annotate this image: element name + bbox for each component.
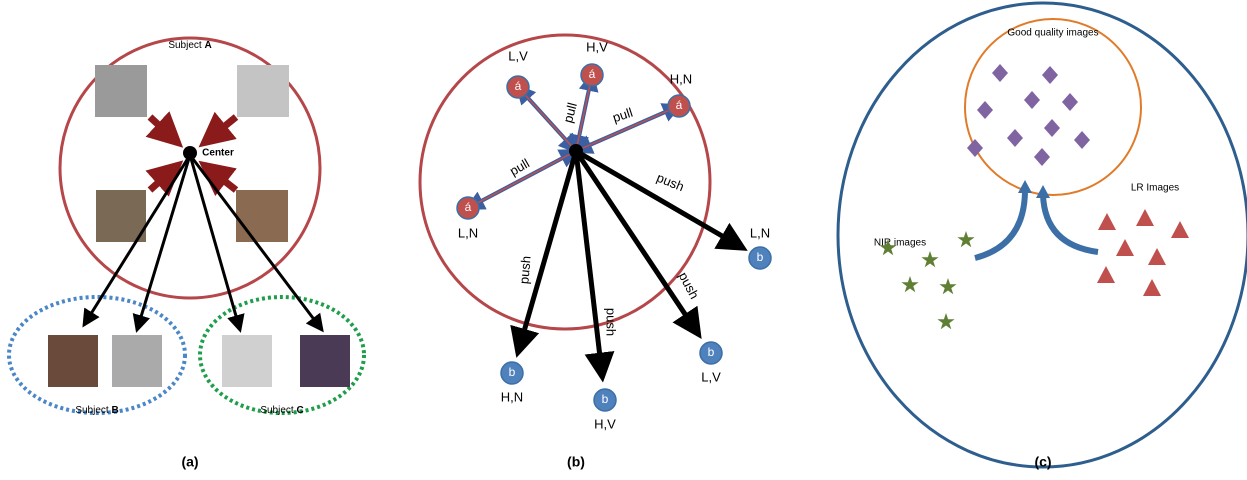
star: [957, 231, 974, 247]
subject-label: Subject C: [260, 405, 303, 416]
arrow-head: [1018, 180, 1032, 193]
pull-label: pull: [560, 101, 580, 125]
node-symbol: b: [757, 250, 764, 264]
node-symbol: b: [602, 392, 609, 406]
diamond: [1042, 66, 1058, 84]
push-arrows: [84, 155, 322, 330]
node-label: L,N: [750, 225, 770, 240]
node-symbol: b: [708, 345, 715, 359]
star: [901, 276, 918, 292]
node-label: L,V: [508, 48, 528, 63]
diamond: [992, 64, 1008, 82]
center-dot: [183, 146, 197, 160]
triangle: [1143, 279, 1161, 296]
star: [921, 251, 938, 267]
node-label: L,N: [458, 225, 478, 240]
node-label: H,V: [586, 39, 608, 54]
push-edge: [576, 151, 743, 248]
star: [939, 278, 956, 294]
lr-arrow: [1043, 195, 1098, 252]
subject-label: Subject A: [168, 40, 211, 51]
node-label: H,N: [501, 389, 523, 404]
subject-label: Subject B: [75, 405, 118, 416]
node-symbol: á: [515, 79, 522, 93]
diamond: [1007, 129, 1023, 147]
nir-label: NIR images: [874, 238, 926, 249]
push-label: push: [655, 170, 687, 194]
node-label: H,V: [594, 416, 616, 431]
node-symbol: á: [676, 98, 683, 112]
figure: Center Subject A Subject B Subject C (a)…: [0, 0, 1247, 475]
nir-arrow: [975, 190, 1025, 258]
diamond: [1044, 119, 1060, 137]
center-dot: [569, 144, 583, 158]
panel-b: (b) á L,V á H,V á H,N á L,N b L,N b H,N b H,V b L,V pull…: [420, 35, 771, 470]
push-label: push: [516, 255, 533, 284]
push-edge: [518, 151, 576, 353]
triangle: [1171, 221, 1189, 238]
good-label: Good quality images: [1007, 28, 1098, 39]
caption: (a): [181, 454, 198, 470]
node-symbol: á: [465, 200, 472, 214]
diamond: [1034, 148, 1050, 166]
triangle: [1097, 266, 1115, 283]
triangle: [1116, 239, 1134, 256]
node-symbol: á: [589, 67, 596, 81]
lr-label: LR Images: [1131, 183, 1179, 194]
diamond: [1074, 131, 1090, 149]
triangle: [1148, 248, 1166, 265]
star: [937, 313, 954, 329]
pull-label: pull: [611, 105, 635, 126]
push-label: push: [676, 270, 702, 302]
good-circle: [965, 19, 1141, 195]
node-symbol: b: [509, 365, 516, 379]
center-label: Center: [202, 148, 234, 159]
diamond: [977, 101, 993, 119]
push-label: push: [604, 308, 619, 336]
node-label: L,V: [701, 369, 721, 384]
diamond: [967, 139, 983, 157]
panel-a: Center Subject A Subject B Subject C (a): [9, 38, 364, 470]
diamond: [1024, 91, 1040, 109]
triangle: [1136, 209, 1154, 226]
panel-c: Good quality images NIR images LR Images…: [838, 3, 1247, 470]
caption: (b): [567, 454, 585, 470]
diamond: [1062, 93, 1078, 111]
arrow-head: [1036, 185, 1050, 198]
node-label: H,N: [670, 71, 692, 86]
caption: (c): [1034, 454, 1051, 470]
triangle: [1098, 213, 1116, 230]
